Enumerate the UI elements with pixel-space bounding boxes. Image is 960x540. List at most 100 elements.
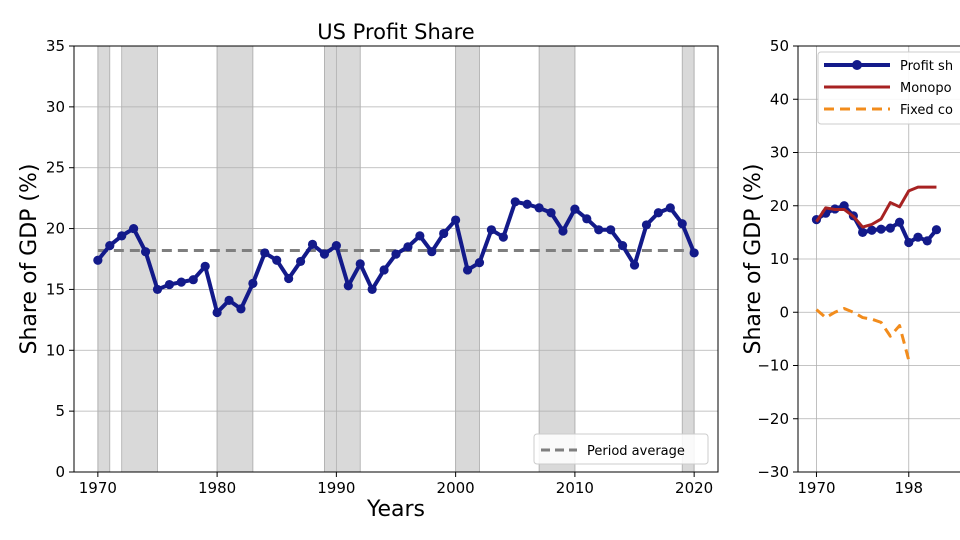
profit-share-point	[152, 284, 163, 295]
profit-share-point	[307, 239, 318, 249]
profit-share-point	[379, 265, 389, 275]
profit-share-point	[272, 255, 282, 265]
profit-share-point	[129, 223, 139, 234]
profit-share-point	[653, 208, 663, 218]
profit-share-point	[331, 241, 341, 251]
profit-share-point	[164, 279, 175, 290]
profit-share-point	[474, 258, 485, 268]
x-tick-label: 1970	[79, 479, 117, 497]
profit-share-point	[200, 261, 210, 271]
profit-share-point	[176, 277, 186, 287]
profit-share-point	[427, 247, 437, 257]
right-series-point	[885, 223, 895, 233]
profit-share-series	[93, 197, 699, 318]
left-chart-title: US Profit Share	[317, 20, 474, 44]
profit-share-point	[462, 265, 473, 275]
profit-share-point	[558, 226, 568, 236]
profit-share-point	[248, 278, 258, 288]
profit-share-point	[140, 247, 151, 257]
left-y-ticks: 0 5 10 15 20 25 30 35	[46, 37, 74, 481]
x-tick-label: 198	[894, 479, 923, 497]
left-chart: 1970 1980 1990 2000 2010 2020 05101520253035 …	[17, 20, 719, 522]
right-legend-label-fixed: Fixed co	[900, 103, 953, 118]
profit-share-point	[617, 241, 628, 251]
profit-share-point	[677, 219, 687, 229]
left-plot-frame	[73, 45, 719, 473]
y-tick-label: 30	[770, 144, 789, 162]
x-tick-label: 1990	[317, 479, 355, 497]
right-series-point	[894, 217, 905, 227]
y-tick-label: 25	[46, 159, 65, 177]
profit-share-point	[510, 197, 520, 207]
y-tick-label: 50	[770, 37, 789, 55]
profit-share-point	[665, 203, 675, 213]
y-tick-label: 15	[46, 280, 65, 298]
profit-share-point	[594, 225, 604, 235]
profit-share-point	[355, 259, 365, 269]
profit-share-point	[260, 248, 270, 258]
right-x-ticks: 1970 198	[797, 472, 923, 497]
y-tick-label: −20	[757, 410, 789, 428]
profit-share-point	[486, 225, 497, 235]
y-tick-label: 35	[46, 37, 65, 55]
profit-share-point	[582, 214, 592, 224]
profit-share-point	[641, 220, 652, 230]
right-series-line	[815, 185, 937, 229]
left-gridlines	[74, 45, 718, 473]
profit-share-point	[546, 208, 556, 218]
x-tick-label: 1980	[198, 479, 236, 497]
x-tick-label: 2000	[437, 479, 475, 497]
profit-share-point	[367, 284, 377, 295]
y-tick-label: 10	[46, 341, 65, 359]
profit-share-point	[224, 295, 234, 305]
left-legend-label-average: Period average	[587, 444, 685, 459]
left-legend-box	[533, 433, 709, 465]
recession-shading	[97, 45, 695, 473]
y-tick-label: −10	[757, 357, 789, 375]
right-legend-label-profit: Profit sh	[900, 59, 953, 74]
right-series-point	[931, 225, 942, 235]
profit-share-point	[522, 199, 532, 209]
right-series-point	[876, 224, 886, 234]
profit-share-point	[689, 248, 699, 258]
profit-share-point	[236, 304, 246, 314]
profit-share-point	[415, 231, 425, 241]
right-chart: 1970 198 −30 −20 −10 0 10 20 30 40 50 Share of GD…	[741, 37, 960, 497]
right-series-point	[913, 232, 923, 242]
recession-band	[216, 45, 254, 473]
profit-share-point	[284, 273, 294, 284]
profit-share-point	[451, 215, 461, 225]
recession-band	[681, 45, 695, 473]
x-tick-label: 2010	[556, 479, 594, 497]
right-legend-marker-profit	[852, 60, 862, 70]
profit-share-point	[188, 275, 198, 285]
y-tick-label: 0	[55, 463, 65, 481]
profit-share-point	[105, 241, 115, 251]
profit-share-point	[534, 203, 544, 213]
recession-band	[121, 45, 158, 473]
profit-share-point	[295, 256, 306, 267]
profit-share-point	[117, 231, 127, 241]
right-y-axis-label: Share of GDP (%)	[741, 164, 766, 355]
profit-share-point	[319, 249, 330, 259]
left-legend: Period average	[533, 433, 709, 465]
profit-share-point	[93, 255, 103, 265]
y-tick-label: 30	[46, 98, 65, 116]
profit-share-point	[403, 242, 413, 252]
profit-share-point	[439, 228, 449, 239]
y-tick-label: 20	[46, 220, 65, 238]
left-x-axis-label: Years	[366, 497, 425, 522]
right-series-point	[858, 227, 868, 237]
right-legend-label-monopoly: Monopo	[900, 81, 952, 96]
right-series-line	[815, 307, 911, 361]
recession-band	[538, 45, 576, 473]
profit-share-point	[391, 249, 401, 259]
right-series-lines	[811, 185, 942, 361]
profit-share-point	[570, 204, 580, 214]
left-x-ticks: 1970 1980 1990 2000 2010 2020	[79, 472, 713, 497]
profit-share-point	[343, 281, 353, 291]
x-tick-label: 1970	[797, 479, 835, 497]
profit-share-point	[629, 260, 640, 270]
right-series-point	[867, 225, 877, 235]
profit-share-point	[498, 232, 508, 242]
